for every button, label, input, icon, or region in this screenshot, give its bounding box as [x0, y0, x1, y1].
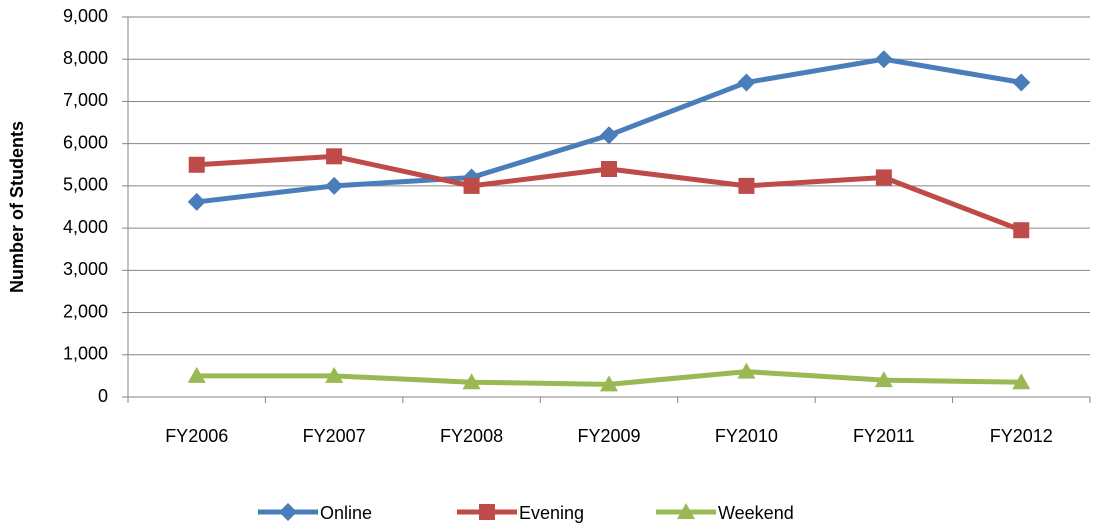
y-tick-label: 9,000	[63, 6, 108, 26]
marker	[874, 371, 893, 388]
y-tick-label: 4,000	[63, 217, 108, 237]
marker	[737, 73, 756, 92]
marker	[1013, 222, 1030, 239]
x-tick-label: FY2011	[853, 426, 915, 446]
legend-label: Evening	[519, 503, 584, 523]
marker	[462, 373, 481, 390]
y-tick-label: 6,000	[63, 132, 108, 152]
marker	[187, 192, 206, 211]
marker	[325, 366, 344, 383]
y-axis-label: Number of Students	[7, 121, 27, 293]
y-tick-label: 1,000	[63, 344, 108, 364]
y-tick-label: 0	[98, 386, 108, 406]
marker	[326, 148, 343, 165]
marker	[600, 375, 618, 392]
x-tick-label: FY2012	[990, 426, 1053, 446]
legend-marker	[479, 504, 495, 520]
marker	[1012, 373, 1031, 390]
marker	[738, 177, 755, 194]
marker	[463, 177, 480, 194]
legend-label: Weekend	[718, 503, 794, 523]
marker	[600, 126, 618, 145]
y-tick-label: 7,000	[63, 90, 108, 110]
marker	[737, 362, 756, 379]
legend-marker	[279, 503, 297, 521]
marker	[325, 176, 344, 195]
x-tick-label: FY2007	[303, 426, 366, 446]
marker	[874, 50, 893, 69]
x-tick-label: FY2010	[715, 426, 778, 446]
x-tick-label: FY2009	[577, 426, 640, 446]
marker	[187, 366, 206, 383]
x-tick-label: FY2006	[165, 426, 228, 446]
marker	[188, 156, 205, 173]
legend-label: Online	[320, 503, 372, 523]
marker	[875, 169, 892, 186]
y-tick-label: 5,000	[63, 175, 108, 195]
y-tick-label: 3,000	[63, 259, 108, 279]
marker	[601, 161, 617, 177]
legend-marker	[677, 503, 695, 519]
y-tick-label: 2,000	[63, 301, 108, 321]
y-tick-label: 8,000	[63, 48, 108, 68]
x-tick-label: FY2008	[440, 426, 503, 446]
marker	[1012, 73, 1031, 92]
